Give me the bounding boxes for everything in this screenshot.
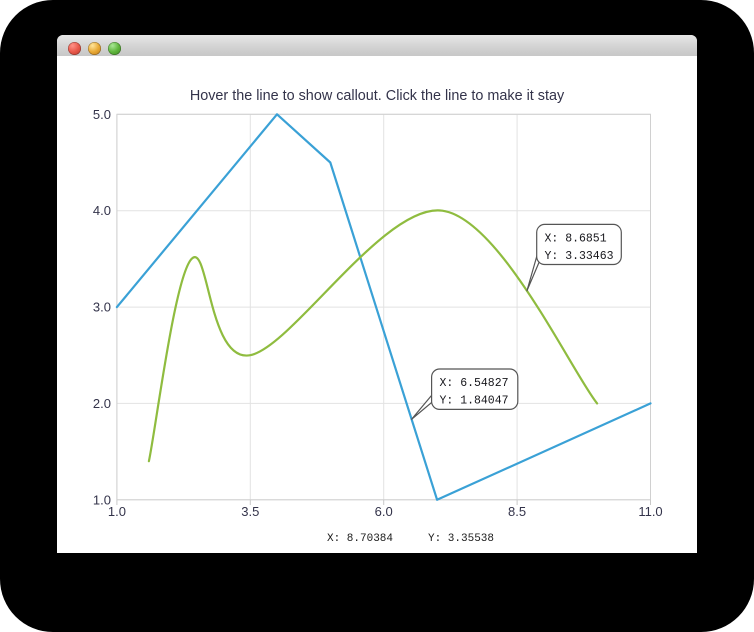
svg-text:Y: 3.33463: Y: 3.33463 <box>545 250 614 263</box>
svg-text:Y: 1.84047: Y: 1.84047 <box>440 395 509 408</box>
svg-text:4.0: 4.0 <box>93 203 111 218</box>
svg-text:X: 6.54827: X: 6.54827 <box>440 377 509 390</box>
svg-text:11.0: 11.0 <box>638 504 662 519</box>
svg-text:5.0: 5.0 <box>93 107 111 122</box>
svg-text:3.0: 3.0 <box>93 300 111 315</box>
svg-text:8.5: 8.5 <box>508 504 526 519</box>
svg-text:X: 8.6851: X: 8.6851 <box>545 232 607 245</box>
svg-text:3.5: 3.5 <box>241 504 259 519</box>
svg-text:6.0: 6.0 <box>375 504 393 519</box>
svg-text:2.0: 2.0 <box>93 396 111 411</box>
svg-text:1.0: 1.0 <box>93 492 111 507</box>
